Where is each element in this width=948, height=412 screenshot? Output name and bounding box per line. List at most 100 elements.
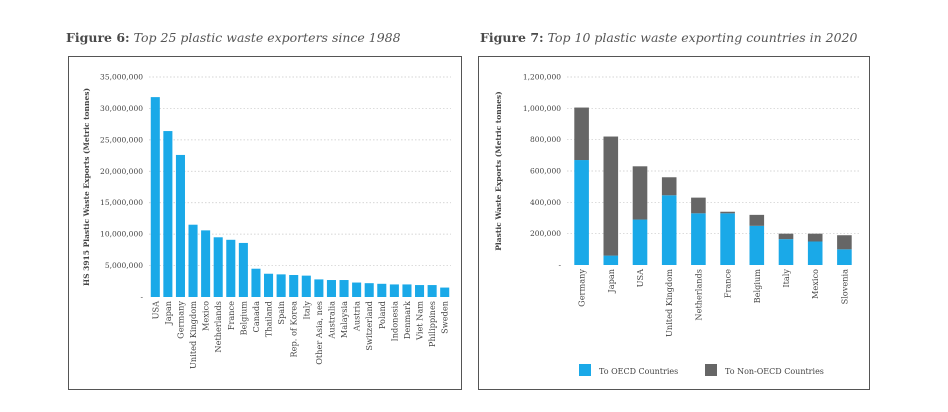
- fig6-x-tick-label: Poland: [377, 301, 387, 329]
- fig6-x-tick-label: Australia: [326, 301, 336, 340]
- fig7-bar-usa-to-non-oecd-countries: [632, 166, 648, 220]
- fig7-x-tick-label: Slovenia: [839, 269, 849, 305]
- fig6-x-tick-label: Canada: [251, 301, 261, 333]
- fig7-x-tick-label: Mexico: [810, 269, 820, 299]
- figure-7-chart: - 200,000 400,000 600,000 800,000 1,000,000 1,…: [494, 73, 859, 376]
- legend-label-to-non-oecd-countries: To Non-OECD Countries: [725, 367, 824, 376]
- fig7-y-axis-label: Plastic Waste Exports (Metric tonnes): [494, 91, 503, 250]
- fig7-bar-japan-to-non-oecd-countries: [603, 136, 619, 256]
- fig7-bar-belgium-to-oecd-countries: [749, 225, 765, 265]
- figure-6-panel: - 5,000,000 10,000,000 15,000,000 20,000,000…: [68, 56, 462, 390]
- fig6-bar-australia: [326, 280, 336, 297]
- fig7-x-tick-label: Netherlands: [693, 269, 703, 321]
- fig6-y-axis-label: HS 3915 Plastic Waste Exports (Metric to…: [82, 88, 91, 286]
- fig6-bar-poland: [377, 283, 387, 297]
- fig6-y-tick-label: 15,000,000: [100, 198, 143, 207]
- fig7-bar-japan-to-oecd-countries: [603, 255, 619, 265]
- fig6-y-tick-label: 35,000,000: [100, 73, 143, 82]
- fig6-x-tick-label: Philippines: [427, 301, 437, 347]
- fig6-x-tick-label: USA: [150, 301, 160, 320]
- fig6-x-tick-label: Mexico: [201, 301, 211, 331]
- fig6-y-tick-label: 20,000,000: [100, 167, 143, 176]
- fig6-x-tick-label: Belgium: [238, 301, 248, 336]
- fig7-x-tick-label: Italy: [781, 269, 791, 288]
- fig6-x-tick-label: Germany: [175, 301, 185, 339]
- fig7-bar-mexico-to-oecd-countries: [807, 241, 823, 265]
- fig6-x-tick-label: Sweden: [440, 300, 450, 334]
- fig7-x-tick-label: France: [723, 269, 733, 298]
- fig6-bar-denmark: [402, 284, 412, 297]
- fig6-x-tick-label: Viet Nam: [415, 301, 425, 341]
- legend-swatch-to-oecd-countries: [579, 364, 591, 376]
- fig7-bar-slovenia-to-oecd-countries: [837, 249, 852, 265]
- fig6-x-tick-label: Netherlands: [213, 301, 223, 353]
- fig7-bar-usa-to-oecd-countries: [632, 219, 648, 265]
- fig7-bar-italy-to-oecd-countries: [778, 239, 794, 265]
- fig6-x-tick-label: Switzerland: [364, 301, 374, 351]
- fig6-y-tick-label: 30,000,000: [100, 104, 143, 113]
- legend-label-to-oecd-countries: To OECD Countries: [599, 367, 678, 376]
- fig7-y-tick-label: 400,000: [530, 198, 561, 207]
- figure-7-panel: - 200,000 400,000 600,000 800,000 1,000,000 1,…: [478, 56, 870, 390]
- fig6-bar-philippines: [427, 285, 437, 297]
- fig7-bar-netherlands-to-non-oecd-countries: [691, 197, 706, 214]
- fig6-x-tick-label: Spain: [276, 300, 286, 324]
- fig7-bar-slovenia-to-non-oecd-countries: [837, 235, 852, 250]
- figure-6-caption: Top 25 plastic waste exporters since 198…: [133, 30, 401, 45]
- fig6-bar-united-kingdom: [188, 224, 198, 297]
- legend-swatch-to-non-oecd-countries: [705, 364, 717, 376]
- figure-6-chart: - 5,000,000 10,000,000 15,000,000 20,000,000…: [82, 73, 451, 369]
- fig6-bar-canada: [251, 268, 261, 297]
- fig7-bar-germany-to-non-oecd-countries: [574, 107, 589, 161]
- fig7-x-tick-label: United Kingdom: [664, 269, 674, 337]
- fig6-bar-mexico: [201, 230, 211, 297]
- fig6-x-tick-label: United Kingdom: [188, 301, 198, 369]
- fig7-x-tick-label: Japan: [606, 268, 616, 293]
- fig6-x-tick-label: Other Asia, nes: [314, 301, 324, 365]
- fig7-y-tick-label: 200,000: [530, 229, 561, 238]
- fig6-bar-spain: [276, 274, 286, 297]
- fig6-bar-sweden: [440, 287, 450, 297]
- fig7-bar-netherlands-to-oecd-countries: [691, 213, 706, 265]
- fig6-bar-thailand: [264, 273, 274, 297]
- fig7-y-tick-label: 1,000,000: [523, 104, 561, 113]
- fig7-bar-belgium-to-non-oecd-countries: [749, 214, 765, 226]
- fig6-bar-austria: [352, 282, 362, 297]
- fig6-bar-italy: [301, 275, 311, 297]
- fig6-bar-malaysia: [339, 280, 349, 297]
- fig7-bar-united-kingdom-to-oecd-countries: [661, 195, 677, 265]
- fig6-y-tick-label: 25,000,000: [100, 135, 143, 144]
- fig6-y-tick-label: 5,000,000: [105, 261, 143, 270]
- figure-6-number: Figure 6:: [66, 30, 130, 45]
- fig7-x-tick-label: Germany: [577, 269, 587, 307]
- fig7-bar-italy-to-non-oecd-countries: [778, 233, 794, 240]
- fig6-x-tick-label: Malaysia: [339, 301, 349, 338]
- fig7-bar-united-kingdom-to-non-oecd-countries: [661, 177, 677, 196]
- figure-7-title: Figure 7: Top 10 plastic waste exporting…: [480, 30, 857, 45]
- fig6-x-tick-label: Japan: [163, 300, 173, 325]
- fig6-bar-france: [226, 239, 236, 297]
- fig6-x-tick-label: Rep. of Korea: [289, 301, 299, 358]
- fig6-x-tick-label: Denmark: [402, 300, 412, 339]
- figure-7-number: Figure 7:: [480, 30, 544, 45]
- fig6-bar-netherlands: [213, 237, 223, 297]
- fig6-x-tick-label: France: [226, 301, 236, 330]
- fig6-x-tick-label: Austria: [352, 301, 362, 332]
- fig7-y-tick-label: 1,200,000: [523, 73, 561, 82]
- fig6-bar-other-asia-nes: [314, 279, 324, 297]
- fig6-bar-belgium: [238, 242, 248, 297]
- fig6-bar-switzerland: [364, 283, 374, 297]
- fig7-y-tick-label: -: [558, 261, 561, 270]
- fig7-bar-france-to-oecd-countries: [720, 213, 735, 265]
- fig6-y-tick-label: 10,000,000: [100, 230, 143, 239]
- fig6-bar-japan: [163, 131, 173, 297]
- figure-7-caption: Top 10 plastic waste exporting countries…: [547, 30, 858, 45]
- fig7-bar-germany-to-oecd-countries: [574, 160, 589, 265]
- fig7-y-tick-label: 600,000: [530, 167, 561, 176]
- fig7-x-tick-label: USA: [635, 269, 645, 288]
- fig7-y-tick-label: 800,000: [530, 135, 561, 144]
- fig6-bar-viet-nam: [415, 285, 425, 297]
- fig6-x-tick-label: Indonesia: [389, 301, 399, 342]
- fig7-bar-mexico-to-non-oecd-countries: [807, 233, 823, 242]
- fig6-bar-germany: [175, 154, 185, 297]
